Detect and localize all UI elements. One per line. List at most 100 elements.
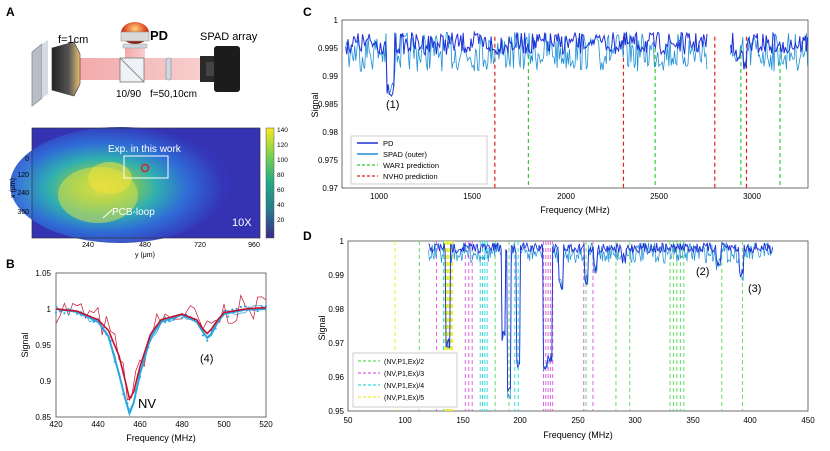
- optical-setup: f=1cm PD 10/90 f=50,10cm SPAD array: [31, 22, 258, 107]
- panel-letter-a: A: [6, 5, 15, 19]
- zoom-label: 10X: [232, 217, 252, 229]
- colorbar: [265, 127, 275, 239]
- legend-d3: (NV,P1,Ex)/3: [384, 371, 424, 378]
- b-fit-blue: [55, 308, 267, 417]
- plot-b-frame: [55, 272, 267, 418]
- b-xtick: 480: [175, 420, 189, 429]
- objective-lens: [51, 41, 81, 97]
- b-ytick: 0.95: [35, 341, 51, 350]
- b-data-point: [59, 310, 62, 313]
- b-data-point: [54, 311, 58, 314]
- split-label: 10/90: [116, 89, 141, 100]
- map-ytick: 0: [25, 156, 29, 163]
- d-xtick: 300: [628, 416, 642, 425]
- spad-array-icon: [200, 46, 240, 92]
- plot-d-xticks: 50 100 150 200 250 300 350 400 450: [344, 416, 816, 425]
- map-ylabel: x (μm): [10, 178, 17, 198]
- d-trace-spad: [428, 241, 773, 400]
- pd-label: PD: [150, 28, 168, 43]
- cbar-tick: 60: [277, 187, 285, 194]
- roi-box: [123, 155, 169, 179]
- peak2-label: (2): [696, 266, 709, 278]
- panel-letter-b: B: [6, 257, 15, 271]
- b-xtick: 440: [91, 420, 105, 429]
- legend-nvh0: NVH0 prediction: [383, 172, 438, 181]
- legend-war1: WAR1 prediction: [383, 161, 439, 170]
- b-data-point: [264, 305, 268, 308]
- cbar-tick: 100: [277, 157, 288, 164]
- plot-c-yticks: 1 0.995 0.99 0.985 0.98 0.975 0.97: [318, 16, 339, 193]
- b-xtick: 460: [133, 420, 147, 429]
- d-ytick: 0.95: [328, 407, 344, 416]
- b-xtick: 420: [49, 420, 63, 429]
- cbar-tick: 140: [277, 127, 288, 134]
- cbar-tick: 120: [277, 142, 288, 149]
- d-ytick: 0.98: [328, 305, 344, 314]
- peak1-label: (1): [386, 99, 399, 111]
- plot-b-yticks: 1.05 1 0.95 0.9 0.85: [35, 269, 51, 422]
- heatmap: Exp. in this work PCB-loop 10X 0 120 240…: [10, 127, 288, 259]
- plot-d-xlabel: Frequency (MHz): [543, 430, 613, 440]
- focus-lens: [165, 57, 172, 81]
- cbar-tick: 80: [277, 172, 285, 179]
- plot-c-series: [345, 30, 809, 188]
- plot-c-xticks: 1000 1500 2000 2500 3000: [370, 192, 761, 201]
- panel-a: A f=1cm PD 10/90 f=50,10cm SPAD array: [6, 5, 288, 259]
- roi-marker: [140, 163, 150, 173]
- map-ytick: 120: [17, 172, 29, 179]
- d-xtick: 350: [686, 416, 700, 425]
- colorbar-ticks: 140 120 100 80 60 40 20: [277, 127, 288, 224]
- legend-d2: (NV,P1,Ex)/2: [384, 359, 424, 366]
- b-data-point: [243, 305, 247, 308]
- plot-c-xlabel: Frequency (MHz): [540, 205, 610, 215]
- legend-d5: (NV,P1,Ex)/5: [384, 395, 424, 402]
- map-ytick: 240: [17, 190, 29, 197]
- plot-b-ylabel: Signal: [20, 332, 30, 357]
- c-ytick: 0.99: [322, 72, 338, 81]
- d-xtick: 100: [398, 416, 412, 425]
- plot-d-yticks: 1 0.99 0.98 0.97 0.96 0.95: [328, 237, 344, 416]
- map-annotation: Exp. in this work: [108, 144, 182, 155]
- b-data-point: [63, 312, 66, 315]
- map-xtick: 960: [248, 242, 260, 249]
- d-xtick: 450: [801, 416, 815, 425]
- b-data-point: [206, 339, 209, 342]
- c-trace-pd: [345, 30, 809, 97]
- map-xtick: 240: [82, 242, 94, 249]
- b-ytick: 1.05: [35, 269, 51, 278]
- c-ytick: 1: [334, 16, 339, 25]
- b-data-point: [172, 318, 175, 321]
- c-xtick: 2500: [650, 192, 668, 201]
- spad-label: SPAD array: [200, 31, 258, 43]
- cbar-tick: 20: [277, 217, 285, 224]
- cbar-tick: 40: [277, 202, 285, 209]
- legend-box: [352, 352, 458, 408]
- peak3-label: (3): [748, 283, 761, 295]
- b-data-point: [239, 305, 242, 309]
- legend-spad: SPAD (outer): [383, 150, 428, 159]
- b-ytick: 0.9: [40, 377, 52, 386]
- d-xtick: 250: [571, 416, 585, 425]
- heatmap-yticks: 0 120 240 360: [17, 156, 29, 216]
- c-ytick: 0.975: [318, 156, 339, 165]
- d-xtick: 200: [513, 416, 527, 425]
- map-xtick: 720: [194, 242, 206, 249]
- map-xlabel: y (μm): [135, 252, 155, 259]
- d-ytick: 0.99: [328, 271, 344, 280]
- b-data-point: [256, 310, 259, 313]
- c-ytick: 0.985: [318, 100, 339, 109]
- panel-letter-d: D: [303, 229, 312, 243]
- legend-pd: PD: [383, 139, 394, 148]
- plot-d-legend: (NV,P1,Ex)/2 (NV,P1,Ex)/3 (NV,P1,Ex)/4 (…: [352, 352, 458, 408]
- plot-d-ylabel: Signal: [317, 315, 327, 340]
- map-ytick: 360: [17, 209, 29, 216]
- b-data-point: [231, 308, 234, 311]
- b-ytick: 1: [47, 305, 52, 314]
- c-xtick: 3000: [743, 192, 761, 201]
- d-trace-pd: [428, 241, 774, 392]
- b-data-point: [201, 334, 205, 337]
- b-ytick: 0.85: [35, 413, 51, 422]
- legend-d4: (NV,P1,Ex)/4: [384, 383, 424, 390]
- lens-label: f=1cm: [58, 34, 88, 46]
- b-data-point: [67, 313, 70, 316]
